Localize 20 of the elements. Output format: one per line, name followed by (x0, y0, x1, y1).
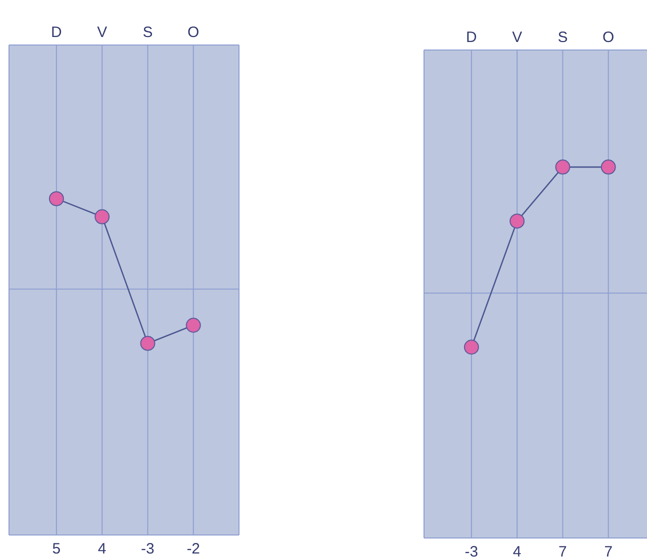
data-label: 5 (52, 540, 61, 558)
data-label: 4 (512, 544, 522, 559)
x-tick-label: D (51, 24, 62, 41)
data-label: 4 (98, 540, 106, 558)
data-label: -3 (141, 540, 154, 558)
point (48, 191, 64, 206)
point (94, 209, 110, 224)
data-label: -2 (186, 540, 200, 558)
x-tick-label: V (512, 29, 522, 46)
x-tick-label: O (602, 29, 614, 46)
x-tick-label: V (97, 24, 108, 41)
point (186, 318, 201, 333)
x-tick-label: D (466, 29, 478, 46)
x-tick-label: S (558, 29, 568, 46)
data-label: 7 (558, 544, 567, 559)
data-label: 7 (604, 544, 613, 559)
x-tick-label: O (188, 24, 200, 41)
x-tick-label: S (142, 24, 153, 41)
point (140, 336, 156, 351)
data-label: -3 (464, 544, 478, 559)
